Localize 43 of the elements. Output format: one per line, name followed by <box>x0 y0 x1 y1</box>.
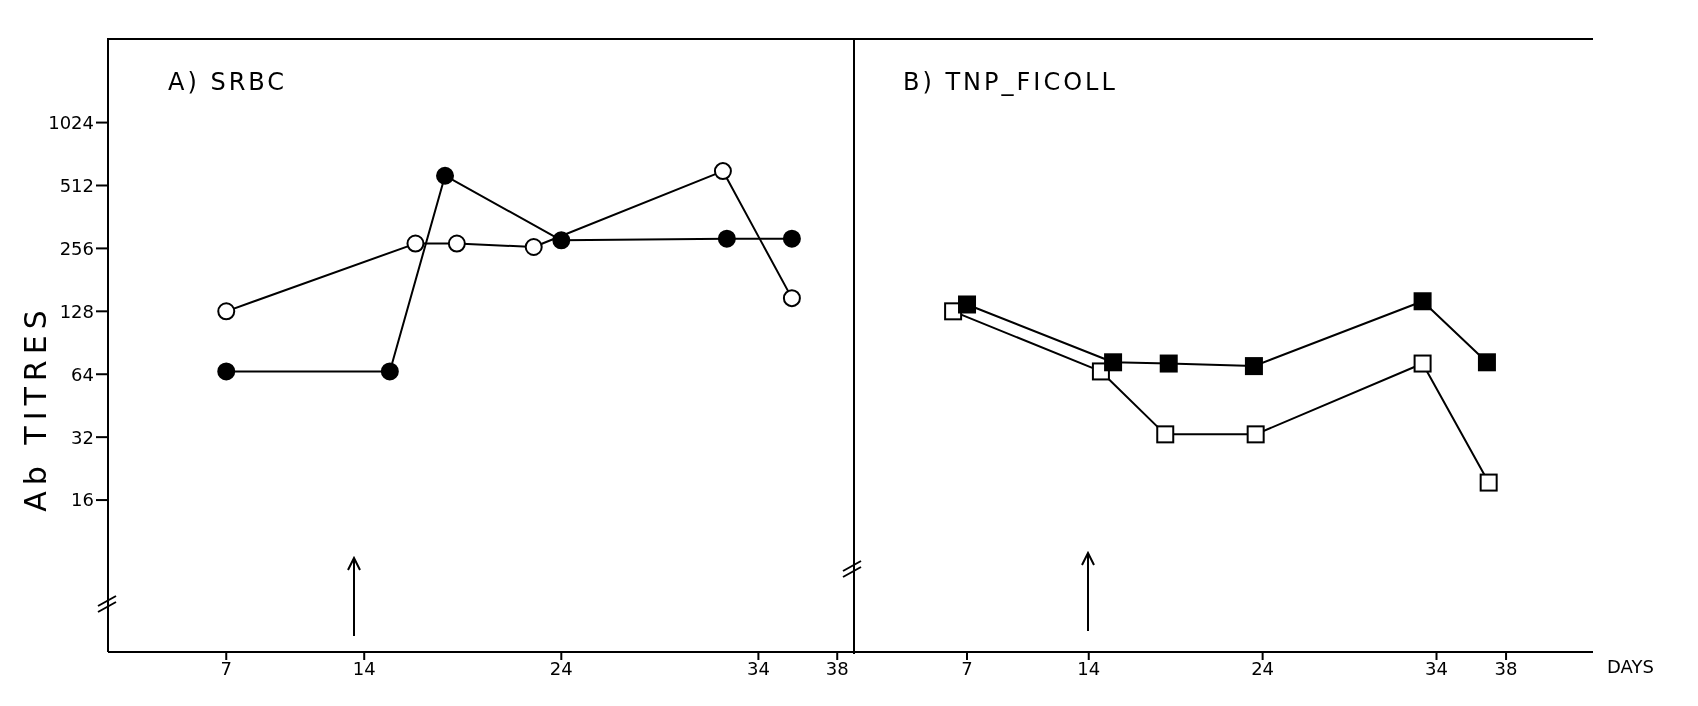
y-tick-label: 1024 <box>48 111 94 133</box>
point <box>782 229 801 248</box>
point <box>1159 354 1178 373</box>
y-tick-label: 64 <box>71 363 94 385</box>
x-axis-title: DAYS <box>1607 656 1654 678</box>
x-tick-label: 38 <box>1494 657 1518 679</box>
y-axis-title: Ab TITRES <box>17 304 53 512</box>
x-tick-label: 14 <box>1077 657 1101 679</box>
point <box>1156 425 1175 444</box>
point <box>1244 357 1263 376</box>
y-tick-label: 16 <box>71 489 94 511</box>
point <box>1479 473 1498 492</box>
y-tick-label: 512 <box>59 174 94 196</box>
point <box>782 289 801 308</box>
text: A) SRBC <box>168 68 288 96</box>
point <box>406 234 425 253</box>
point <box>217 362 236 381</box>
y-tick-label: 32 <box>71 426 94 448</box>
y-tick-label: 128 <box>59 300 94 322</box>
point <box>436 166 455 185</box>
point <box>1413 354 1432 373</box>
x-tick-label: 7 <box>961 657 973 679</box>
x-tick-label: 38 <box>825 657 849 679</box>
point <box>552 231 571 250</box>
point <box>217 302 236 321</box>
point <box>717 229 736 248</box>
point <box>524 238 543 256</box>
point <box>713 162 732 181</box>
x-tick-label: 34 <box>1425 657 1448 679</box>
point <box>1477 353 1496 372</box>
point <box>447 234 466 253</box>
point <box>958 295 977 314</box>
text: B) TNP_FICOLL <box>903 68 1118 96</box>
x-tick-label: 34 <box>746 657 770 679</box>
point <box>1246 425 1265 444</box>
x-tick-label: 24 <box>549 657 573 679</box>
x-tick-label: 24 <box>1251 657 1275 679</box>
y-tick-label: 256 <box>59 237 94 259</box>
x-tick-label: 14 <box>352 657 376 679</box>
point <box>1104 353 1123 372</box>
point <box>1413 292 1432 311</box>
point <box>380 362 399 381</box>
x-tick-label: 7 <box>220 657 232 679</box>
